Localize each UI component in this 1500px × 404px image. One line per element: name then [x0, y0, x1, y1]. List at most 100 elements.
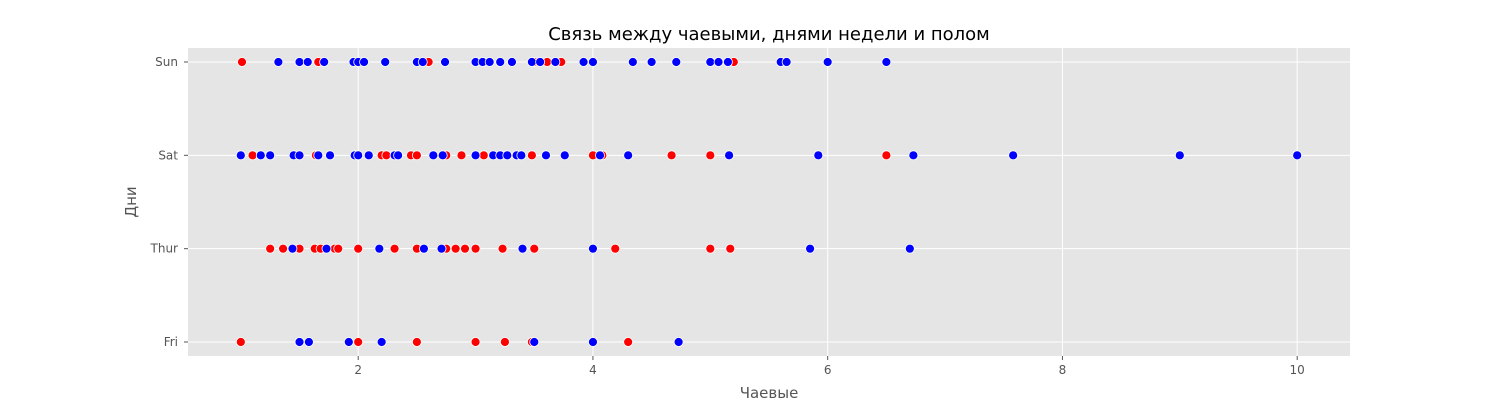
scatter-point: [484, 57, 495, 67]
scatter-point: [376, 337, 387, 347]
scatter-point: [822, 57, 833, 67]
scatter-point: [623, 337, 634, 347]
scatter-point: [578, 57, 589, 67]
scatter-point: [456, 150, 467, 161]
scatter-point: [646, 57, 657, 67]
scatter-point: [470, 150, 481, 161]
scatter-point: [1008, 150, 1019, 161]
scatter-point: [247, 150, 258, 161]
scatter-point: [374, 243, 385, 254]
scatter-point: [705, 243, 716, 254]
scatter-point: [343, 337, 354, 347]
scatter-point: [541, 150, 551, 161]
scatter-point: [705, 150, 716, 161]
scatter-point: [255, 150, 266, 161]
y-tick-label: Thur: [150, 242, 179, 256]
scatter-point: [713, 57, 724, 67]
y-tick-label: Sat: [158, 148, 178, 162]
chart-title: Связь между чаевыми, днями недели и поло…: [548, 24, 990, 45]
scatter-point: [393, 150, 403, 161]
scatter-point: [325, 150, 335, 161]
y-tick-label: Sun: [155, 55, 178, 69]
scatter-point: [278, 243, 288, 254]
scatter-point: [666, 150, 677, 161]
scatter-point: [319, 57, 330, 67]
scatter-point: [440, 57, 450, 67]
scatter-point: [436, 243, 447, 254]
scatter-point: [235, 150, 246, 161]
scatter-point: [627, 57, 638, 67]
scatter-point: [470, 243, 481, 254]
scatter-point: [517, 243, 528, 254]
scatter-point: [265, 150, 276, 161]
scatter-point: [723, 57, 733, 67]
scatter-point: [550, 57, 561, 67]
scatter-point: [302, 57, 313, 67]
scatter-point: [380, 57, 391, 67]
scatter-point: [673, 337, 684, 347]
y-tick-label: Fri: [164, 335, 178, 349]
x-axis-label: Чаевые: [740, 384, 799, 400]
scatter-point: [333, 243, 344, 254]
scatter-point: [389, 243, 400, 254]
scatter-point: [381, 150, 392, 161]
scatter-point: [294, 57, 305, 67]
scatter-point: [671, 57, 682, 67]
scatter-point: [411, 150, 422, 161]
scatter-point: [535, 57, 546, 67]
scatter-point: [904, 243, 915, 254]
scatter-point: [595, 150, 605, 161]
x-tick-label: 6: [824, 363, 832, 377]
scatter-point: [724, 150, 734, 161]
scatter-point: [478, 150, 489, 161]
scatter-point: [294, 150, 305, 161]
x-tick-label: 2: [354, 363, 362, 377]
x-tick-label: 10: [1290, 363, 1305, 377]
scatter-point: [610, 243, 621, 254]
plot-area-background: [188, 48, 1350, 356]
scatter-point: [497, 243, 508, 254]
scatter-point: [705, 57, 716, 67]
scatter-point: [450, 243, 461, 254]
scatter-point: [411, 337, 422, 347]
scatter-point: [813, 150, 824, 161]
scatter-point: [529, 337, 540, 347]
x-tick-label: 4: [589, 363, 597, 377]
scatter-point: [588, 57, 598, 67]
scatter-point: [559, 150, 570, 161]
scatter-point: [588, 337, 598, 347]
scatter-point: [527, 150, 537, 161]
x-tick-label: 8: [1059, 363, 1067, 377]
scatter-point: [359, 57, 369, 67]
scatter-point: [502, 150, 513, 161]
scatter-point: [529, 243, 540, 254]
scatter-point: [881, 150, 892, 161]
scatter-point: [881, 57, 892, 67]
scatter-point: [725, 243, 736, 254]
scatter-point: [265, 243, 276, 254]
scatter-point: [470, 337, 481, 347]
scatter-point: [287, 243, 298, 254]
y-axis-ticks: Sun Sat Thur Fri: [150, 55, 188, 349]
scatter-point: [495, 57, 506, 67]
scatter-point: [235, 337, 246, 347]
scatter-point: [437, 150, 448, 161]
scatter-point: [805, 243, 815, 254]
scatter-point: [1174, 150, 1185, 161]
scatter-point: [363, 150, 374, 161]
scatter-point: [1292, 150, 1303, 161]
scatter-point: [294, 337, 305, 347]
scatter-point: [908, 150, 919, 161]
scatter-point: [623, 150, 634, 161]
scatter-point: [353, 150, 364, 161]
scatter-point: [237, 57, 247, 67]
scatter-point: [353, 337, 364, 347]
y-axis-label: Дни: [122, 186, 140, 217]
scatter-point: [419, 243, 429, 254]
scatter-point: [313, 150, 324, 161]
scatter-point: [273, 57, 284, 67]
scatter-point: [417, 57, 428, 67]
scatter-point: [588, 243, 598, 254]
